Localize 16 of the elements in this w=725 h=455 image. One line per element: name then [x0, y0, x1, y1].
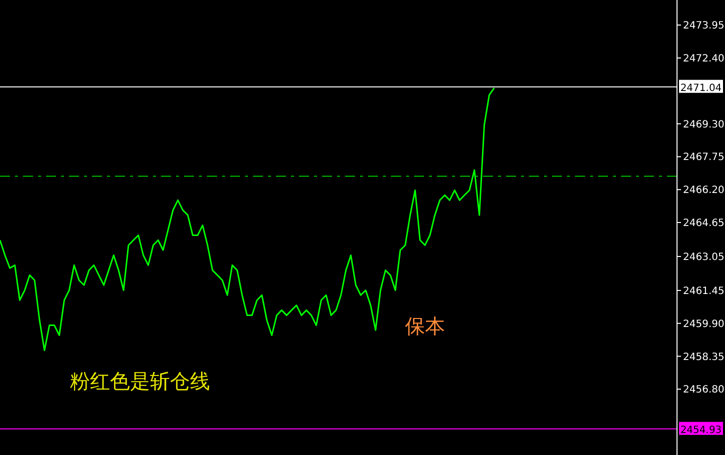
y-tick-label: 2463.05 — [683, 252, 724, 264]
annotation: 保本 — [405, 313, 445, 340]
y-tick-label: 2467.75 — [683, 152, 724, 164]
y-tick-label: 2459.90 — [683, 318, 724, 330]
y-tick-label: 2473.95 — [683, 20, 724, 32]
y-tick-label: 2456.80 — [683, 384, 724, 396]
ref-line-label: 2471.04 — [680, 82, 722, 94]
y-tick-label: 2469.30 — [683, 119, 724, 130]
y-tick-label: 2464.65 — [683, 218, 724, 230]
annotation: 粉红色是斩仓线 — [70, 368, 210, 395]
ref-line-label: 2454.93 — [680, 424, 722, 436]
y-tick-label: 2458.35 — [683, 352, 724, 363]
y-tick-label: 2466.20 — [683, 185, 724, 196]
y-tick-label: 2472.40 — [683, 54, 724, 65]
y-tick-label: 2461.45 — [683, 286, 724, 298]
line-series — [0, 87, 495, 352]
